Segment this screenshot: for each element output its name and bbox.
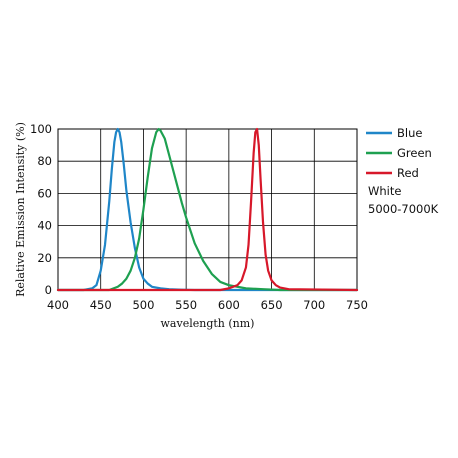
x-tick-labels: 400 450 500 550 600 650 700 750 [47, 298, 368, 312]
series-line-green [56, 127, 359, 292]
x-tick-label: 600 [218, 298, 240, 312]
x-axis-title: wavelength (nm) [161, 317, 255, 330]
x-tick-label: 700 [303, 298, 325, 312]
x-tick-label: 500 [132, 298, 154, 312]
legend-label-green: Green [397, 146, 432, 160]
legend-note-cct: 5000-7000K [368, 202, 439, 216]
y-tick-label: 40 [37, 219, 52, 233]
y-tick-label: 60 [37, 186, 52, 200]
x-tick-label: 550 [175, 298, 197, 312]
x-tick-label: 400 [47, 298, 69, 312]
y-tick-label: 20 [37, 251, 52, 265]
legend-label-blue: Blue [397, 126, 422, 140]
legend-note-white: White [368, 184, 401, 198]
legend-label-red: Red [397, 166, 419, 180]
y-axis-title: Relative Emission Intensity (%) [14, 122, 27, 297]
y-tick-labels: 0 20 40 60 80 100 [30, 122, 52, 297]
y-tick-label: 100 [30, 122, 52, 136]
x-tick-label: 650 [261, 298, 283, 312]
legend: Blue Green Red [366, 126, 432, 180]
series-line-red [56, 127, 359, 292]
grid [58, 129, 357, 290]
y-tick-label: 0 [45, 283, 52, 297]
x-tick-label: 750 [346, 298, 368, 312]
series-lines [56, 127, 359, 292]
y-tick-label: 80 [37, 154, 52, 168]
x-tick-label: 450 [90, 298, 112, 312]
series-line-blue [56, 127, 359, 292]
